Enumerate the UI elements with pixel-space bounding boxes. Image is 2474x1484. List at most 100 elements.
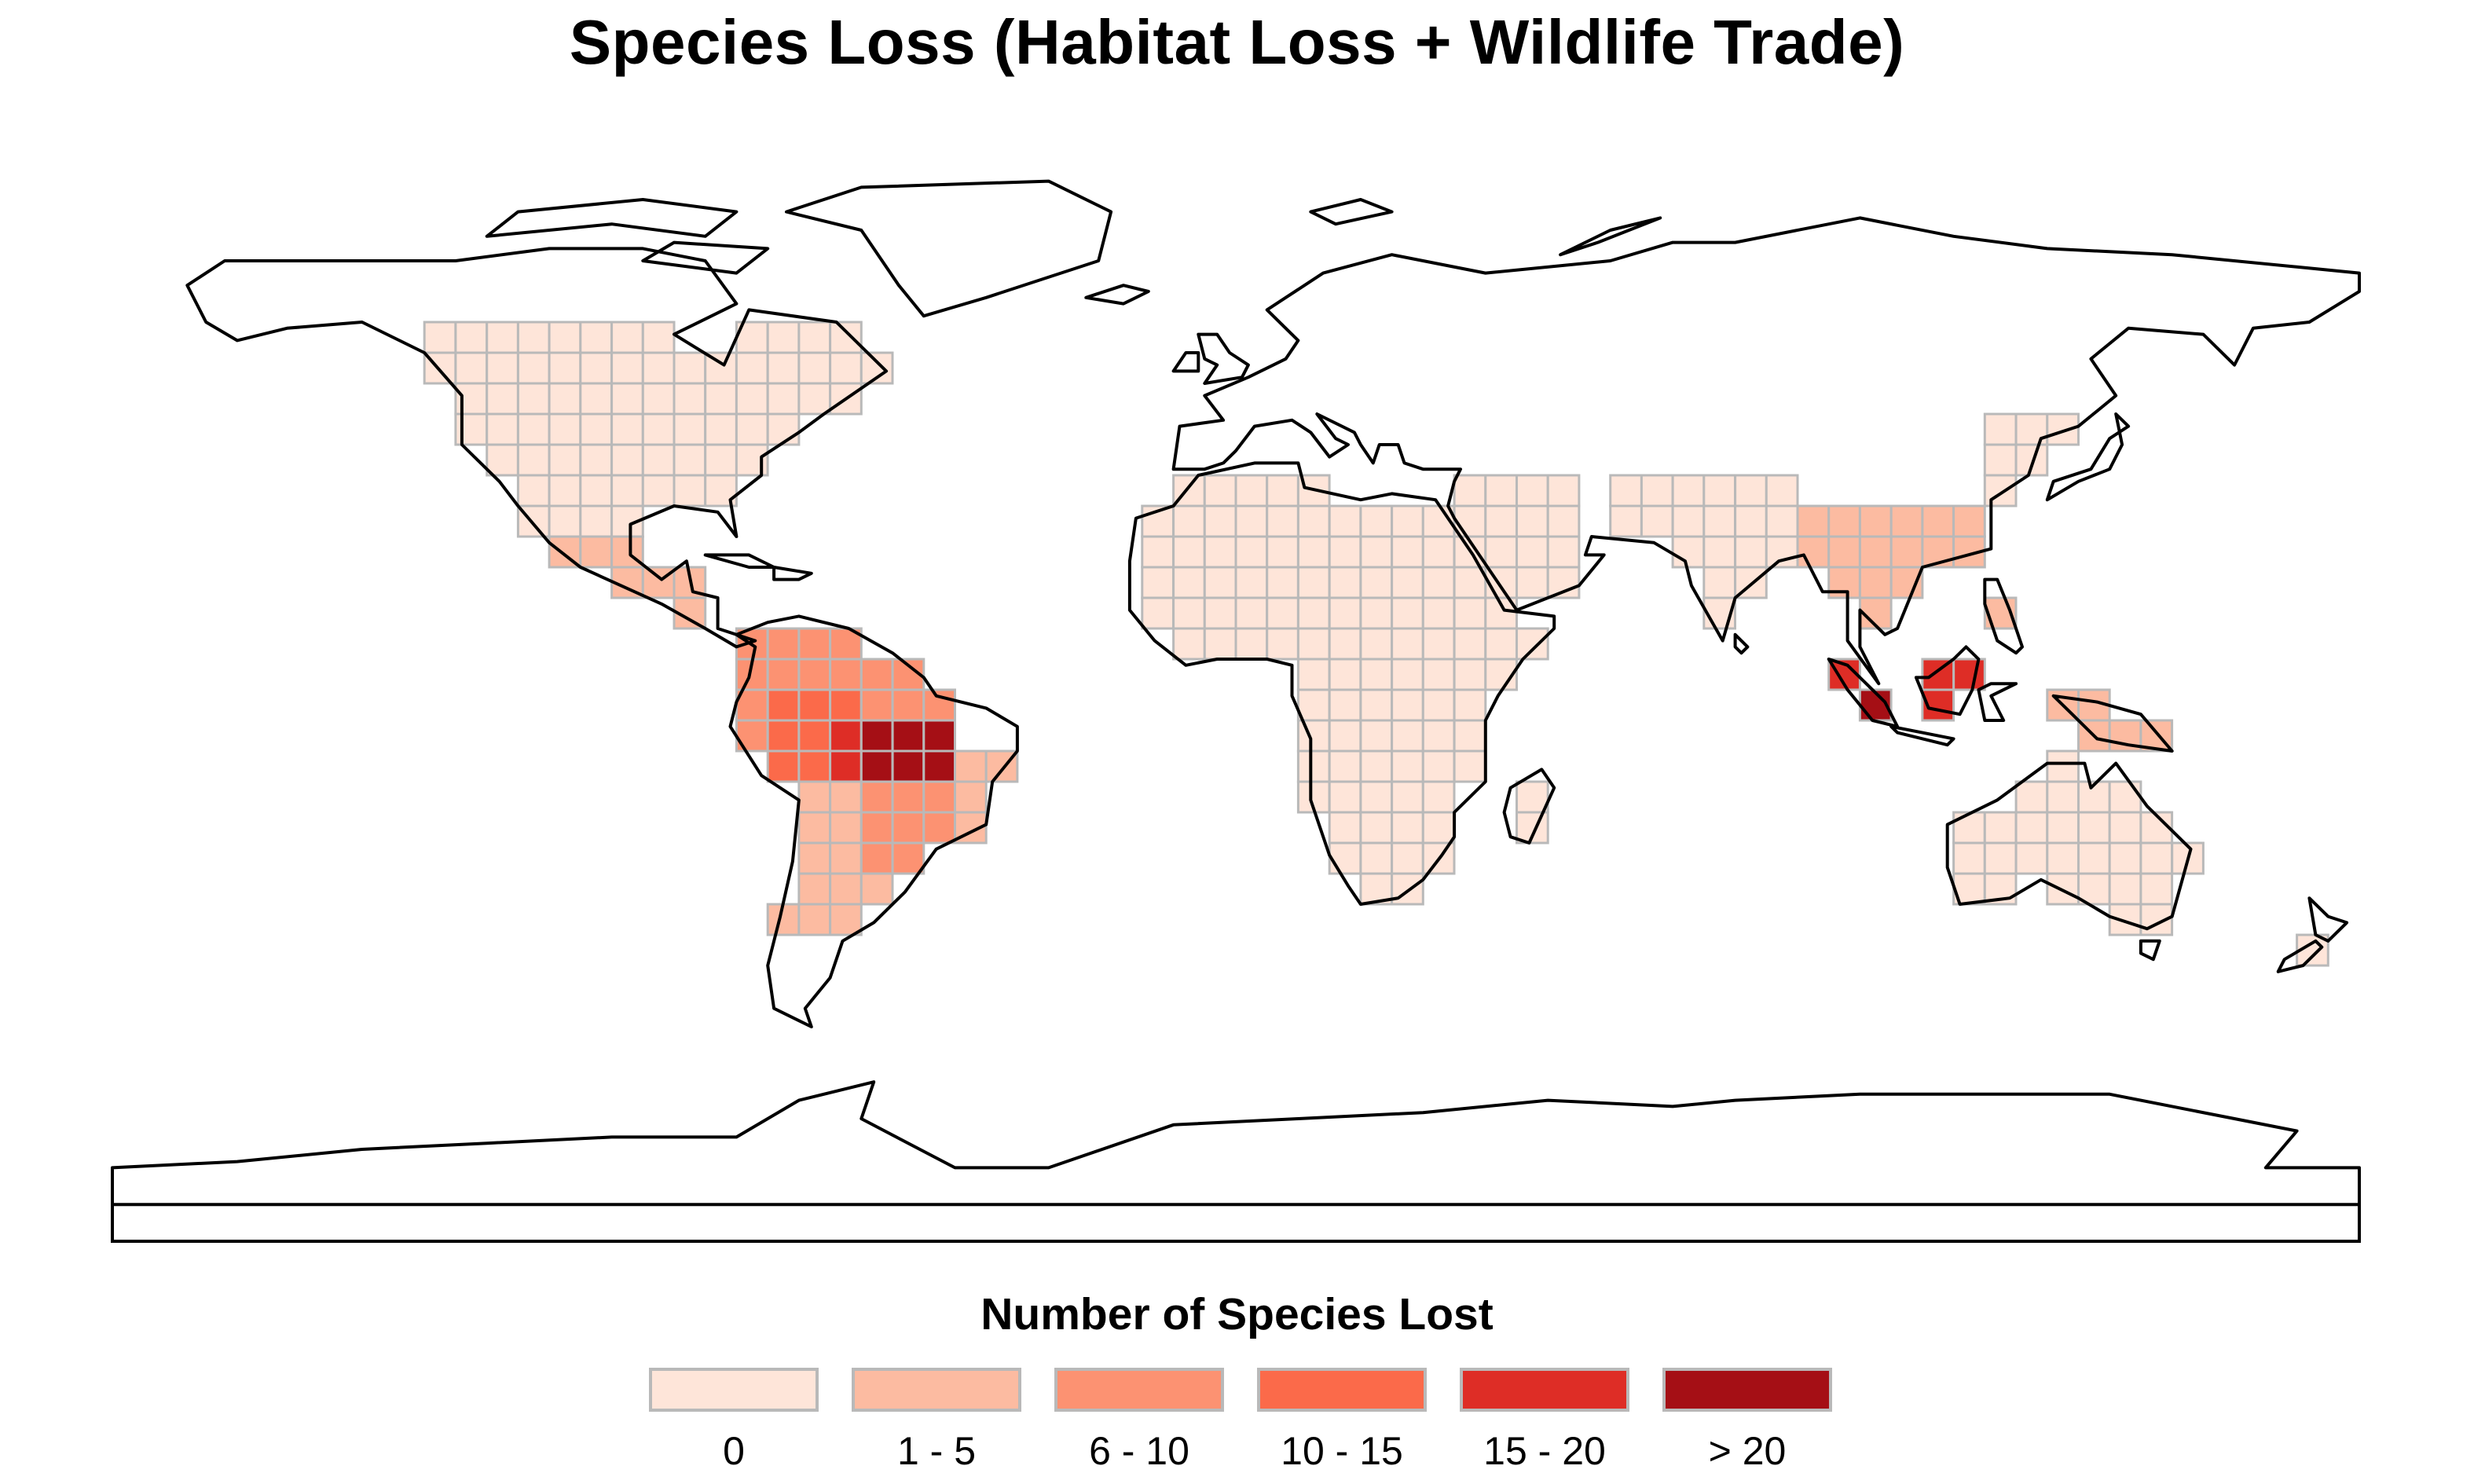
grid-cell <box>516 443 551 477</box>
grid-cell <box>1391 719 1424 753</box>
grid-cell <box>891 719 925 753</box>
grid-cell <box>829 658 863 691</box>
legend-label: 0 <box>723 1429 745 1473</box>
coastline <box>1309 198 1394 226</box>
grid-cell <box>1359 811 1394 845</box>
grid-cell <box>1359 596 1394 630</box>
legend-label: 6 - 10 <box>1089 1429 1189 1473</box>
grid-cell <box>1391 780 1424 814</box>
land-outline <box>1173 218 2359 684</box>
grid-cell <box>1266 596 1299 630</box>
grid-cell <box>1796 504 1831 538</box>
grid-cell <box>797 658 832 691</box>
grid-cell <box>1328 688 1362 722</box>
grid-cell <box>1203 627 1237 661</box>
grid-cell <box>1266 566 1299 599</box>
grid-cell <box>1702 566 1737 599</box>
grid-cell <box>797 780 832 814</box>
grid-cell <box>766 688 801 722</box>
grid-cell <box>1296 566 1331 599</box>
grid-cell <box>2077 841 2111 875</box>
grid-cell <box>922 780 957 814</box>
grid-cell <box>1359 658 1394 691</box>
grid-cell <box>1453 596 1487 630</box>
grid-cell <box>454 321 489 354</box>
grid-cell <box>1453 658 1487 691</box>
grid-cell <box>859 351 894 385</box>
grid-cell <box>1734 535 1768 569</box>
grid-cell <box>1172 596 1206 630</box>
grid-cell <box>1516 627 1549 661</box>
grid-cell <box>829 351 863 385</box>
grid-cell <box>579 443 613 477</box>
land-outline <box>705 555 775 567</box>
grid-cell <box>1296 504 1331 538</box>
grid-cell <box>1702 535 1737 569</box>
grid-cell <box>641 412 676 446</box>
grid-cell <box>1421 596 1456 630</box>
grid-cell <box>1765 504 1799 538</box>
grid-cell <box>1203 596 1237 630</box>
grid-cell <box>797 903 832 936</box>
coastline <box>1733 632 1750 655</box>
grid-cell <box>1453 474 1487 507</box>
grid-cell <box>766 321 801 354</box>
coastline <box>1171 216 2361 686</box>
grid-cell <box>1203 535 1237 569</box>
legend-swatch <box>1460 1368 1629 1412</box>
grid-cell <box>922 749 957 783</box>
grid-cell <box>1359 627 1394 661</box>
grid-cell <box>486 351 519 385</box>
grid-cell <box>1734 504 1768 538</box>
coastline <box>785 179 1113 318</box>
grid-cell <box>610 474 644 507</box>
grid-cell <box>2108 872 2142 906</box>
grid-cell <box>1421 780 1456 814</box>
grid-cell <box>1516 535 1549 569</box>
grid-cell <box>1421 627 1456 661</box>
grid-cell <box>2108 719 2142 753</box>
grid-cell <box>548 351 582 385</box>
grid-cell <box>641 321 676 354</box>
grid-cell <box>1328 841 1362 875</box>
grid-cell <box>1609 504 1643 538</box>
grid-cell <box>1671 474 1706 507</box>
legend-label: > 20 <box>1708 1429 1787 1473</box>
grid-cell <box>2077 688 2111 722</box>
legend-label: 10 - 15 <box>1281 1429 1403 1473</box>
grid-cell <box>641 443 676 477</box>
grid-cell <box>1391 841 1424 875</box>
grid-cell <box>1296 688 1331 722</box>
legend-label: 15 - 20 <box>1483 1429 1606 1473</box>
grid-cell <box>641 382 676 416</box>
grid-cell <box>1983 811 2018 845</box>
coastline <box>1127 461 1556 906</box>
grid-cell <box>641 474 676 507</box>
grid-cell <box>548 443 582 477</box>
legend-swatch <box>649 1368 819 1412</box>
grid-cell <box>2108 811 2142 845</box>
grid-cell <box>1983 412 2018 446</box>
grid-cell <box>735 412 769 446</box>
grid-cell <box>1296 596 1331 630</box>
coastline <box>2051 694 2174 753</box>
grid-cell <box>1640 474 1674 507</box>
grid-cell <box>797 841 832 875</box>
grid-cell <box>1889 535 1924 569</box>
grid-cell <box>1453 688 1487 722</box>
grid-cell <box>1328 658 1362 691</box>
grid-cell <box>1889 504 1924 538</box>
grid-cell <box>548 474 582 507</box>
grid-cell <box>516 351 551 385</box>
grid-cell <box>673 443 707 477</box>
grid-cell <box>1391 658 1424 691</box>
land-outline <box>1198 334 1248 383</box>
coastline <box>1084 284 1150 306</box>
grid-cell <box>1141 596 1175 630</box>
grid-cell <box>1453 627 1487 661</box>
grid-cell <box>2046 749 2080 783</box>
grid-cell <box>1234 596 1269 630</box>
grid-cell <box>829 811 863 845</box>
grid-cell <box>1952 811 1986 845</box>
grid-cell <box>1359 841 1394 875</box>
